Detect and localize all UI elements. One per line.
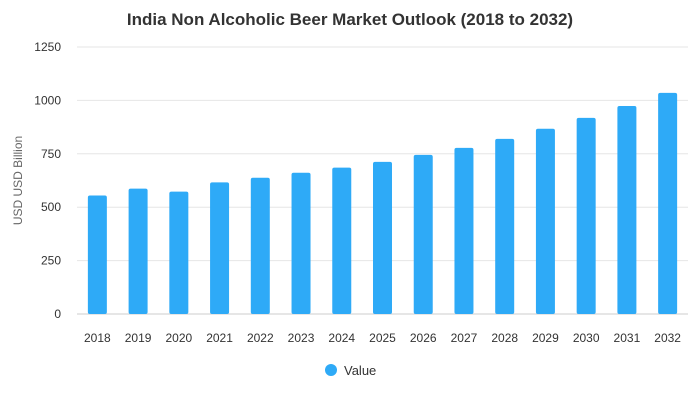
bar-2028[interactable] (495, 138, 515, 314)
chart-title: India Non Alcoholic Beer Market Outlook … (127, 10, 573, 29)
y-tick-label: 1000 (34, 93, 61, 107)
x-tick-label: 2025 (369, 331, 396, 345)
x-tick-label: 2020 (165, 331, 192, 345)
y-tick-label: 1250 (34, 40, 61, 54)
y-tick-label: 500 (41, 200, 61, 214)
bar-2021[interactable] (210, 182, 230, 314)
bar-2024[interactable] (332, 167, 352, 314)
bar-2026[interactable] (413, 154, 433, 314)
bar-2020[interactable] (169, 191, 189, 314)
y-tick-label: 0 (54, 307, 61, 321)
bar-2027[interactable] (454, 147, 474, 314)
bar-2025[interactable] (373, 161, 392, 314)
x-tick-label: 2019 (125, 331, 152, 345)
x-tick-label: 2027 (451, 331, 478, 345)
x-tick-label: 2018 (84, 331, 111, 345)
y-axis-label: USD USD Billion (11, 136, 25, 225)
bar-2023[interactable] (291, 172, 311, 314)
x-tick-label: 2023 (288, 331, 315, 345)
bar-2031[interactable] (617, 105, 637, 314)
x-axis-ticks: 2018 2019 2020 2021 2022 2023 2024 2025 2026 2027… (84, 331, 681, 345)
x-tick-label: 2022 (247, 331, 274, 345)
x-tick-label: 2029 (532, 331, 559, 345)
y-tick-label: 250 (41, 254, 61, 268)
y-tick-label: 750 (41, 147, 61, 161)
bar-2018[interactable] (87, 195, 107, 314)
bar-2032[interactable] (658, 92, 678, 314)
bar-2030[interactable] (576, 117, 596, 315)
bar-2019[interactable] (128, 188, 148, 314)
x-tick-label: 2021 (206, 331, 233, 345)
bar-2029[interactable] (535, 128, 555, 314)
x-tick-label: 2030 (573, 331, 600, 345)
y-axis-ticks: 0 250 500 750 1000 1250 (34, 40, 61, 321)
bar-2022[interactable] (250, 177, 270, 314)
x-tick-label: 2031 (614, 331, 641, 345)
legend[interactable]: Value (325, 363, 376, 378)
x-tick-label: 2026 (410, 331, 437, 345)
x-tick-label: 2028 (491, 331, 518, 345)
legend-marker-value (325, 364, 337, 376)
x-tick-label: 2032 (654, 331, 681, 345)
x-tick-label: 2024 (328, 331, 355, 345)
legend-label-value: Value (344, 363, 376, 378)
bars (87, 92, 678, 315)
